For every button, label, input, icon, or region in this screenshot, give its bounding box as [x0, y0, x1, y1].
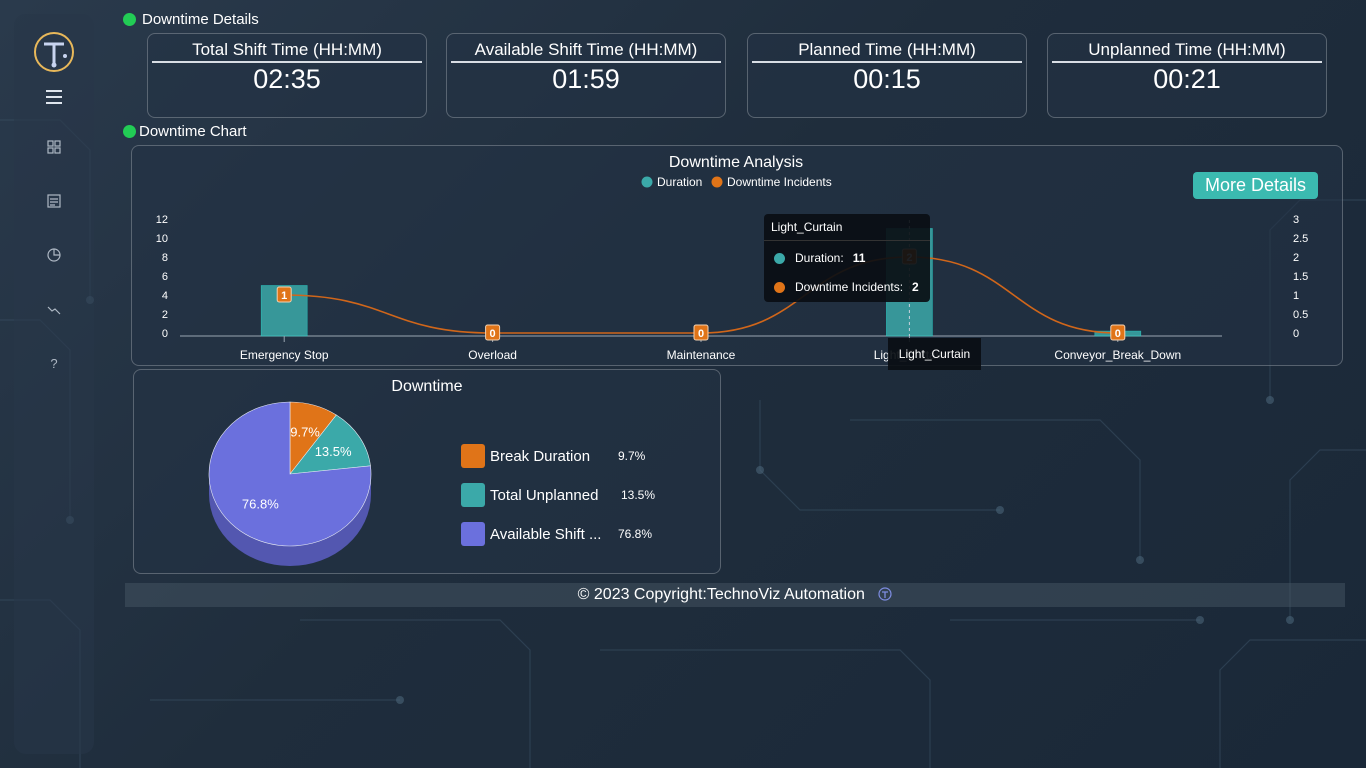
card-value: 01:59	[552, 64, 620, 94]
swatch-icon	[461, 522, 485, 546]
pie-slice[interactable]	[289, 414, 371, 475]
card-total-shift-time: Total Shift Time (HH:MM) 02:35	[147, 33, 427, 118]
dashboard-icon[interactable]	[44, 137, 64, 157]
incidents-line	[284, 256, 1118, 334]
card-unplanned-time: Unplanned Time (HH:MM) 00:21	[1047, 33, 1327, 118]
pie-chart-icon[interactable]	[44, 245, 64, 265]
status-dot-icon	[123, 125, 136, 138]
status-dot-icon	[123, 13, 136, 26]
legend-duration-icon	[641, 176, 653, 188]
duration-dot-icon	[774, 252, 785, 264]
incident-data-label: 0	[485, 324, 501, 341]
card-value: 02:35	[253, 64, 321, 94]
section-title-details: Downtime Details	[123, 11, 259, 28]
y-right-tick-label: 2	[1293, 252, 1299, 264]
swatch-icon	[461, 483, 485, 507]
x-tick-label: Overload	[468, 348, 517, 362]
y-left-tick-label: 6	[162, 271, 168, 283]
sidebar: ?	[14, 14, 94, 754]
y-right-tick-label: 2.5	[1293, 233, 1308, 245]
svg-text:0: 0	[1115, 328, 1121, 340]
pie-legend-total-unplanned[interactable]: Total Unplanned 13.5%	[461, 483, 655, 507]
pie-legend-available-shift[interactable]: Available Shift ... 76.8%	[461, 522, 652, 546]
y-left-tick-label: 0	[162, 328, 168, 340]
tooltip-row-duration: Duration: 11	[774, 251, 865, 265]
menu-icon[interactable]	[44, 87, 64, 107]
pie-slice[interactable]	[208, 401, 372, 547]
incidents-dot-icon	[774, 281, 785, 293]
chart-title: Downtime Analysis	[669, 154, 803, 171]
x-tick-label: Emergency Stop	[240, 348, 329, 362]
trend-icon[interactable]	[44, 300, 64, 320]
card-available-shift-time: Available Shift Time (HH:MM) 01:59	[446, 33, 726, 118]
y-left-tick-label: 8	[162, 252, 168, 264]
chart-legend[interactable]: Duration Downtime Incidents	[641, 175, 832, 189]
footer: © 2023 Copyright:TechnoViz Automation	[125, 583, 1345, 607]
y-right-tick-label: 0	[1293, 328, 1299, 340]
pie-data-label: 9.7%	[290, 424, 320, 439]
card-label: Unplanned Time (HH:MM)	[1052, 40, 1322, 63]
y-right-tick-label: 3	[1293, 214, 1299, 226]
y-left-tick-label: 12	[156, 214, 168, 226]
y-left-tick-label: 10	[156, 233, 168, 245]
help-icon[interactable]: ?	[50, 355, 58, 371]
technoviz-small-logo-icon	[878, 587, 892, 601]
incident-data-label: 0	[693, 324, 709, 341]
x-tick-label: Conveyor_Break_Down	[1054, 348, 1181, 362]
chart-tooltip: Light_Curtain Duration: 11 Downtime Inci…	[764, 214, 930, 302]
tooltip-title: Light_Curtain	[764, 214, 930, 241]
pie-depth	[209, 474, 371, 566]
more-details-button[interactable]: More Details	[1193, 172, 1318, 199]
svg-text:0: 0	[490, 328, 496, 340]
legend-incidents-label[interactable]: Downtime Incidents	[727, 175, 832, 189]
pie-legend-break-duration[interactable]: Break Duration 9.7%	[461, 444, 645, 468]
y-right-tick-label: 0.5	[1293, 309, 1308, 321]
incident-data-label: 1	[276, 286, 292, 303]
card-planned-time: Planned Time (HH:MM) 00:15	[747, 33, 1027, 118]
pie-data-label: 13.5%	[315, 444, 352, 459]
x-axis-tooltip: Light_Curtain	[888, 338, 981, 370]
incident-data-label: 0	[1110, 324, 1126, 341]
y-right-tick-label: 1.5	[1293, 271, 1308, 283]
legend-incidents-icon	[711, 176, 723, 188]
y-left-tick-label: 2	[162, 309, 168, 321]
card-value: 00:21	[1153, 64, 1221, 94]
legend-duration-label[interactable]: Duration	[657, 175, 702, 189]
report-icon[interactable]	[44, 191, 64, 211]
pie-title: Downtime	[391, 378, 462, 395]
swatch-icon	[461, 444, 485, 468]
technoviz-logo	[34, 32, 74, 72]
x-tick-label: Maintenance	[667, 348, 736, 362]
card-label: Planned Time (HH:MM)	[752, 40, 1022, 63]
tooltip-row-incidents: Downtime Incidents: 2	[774, 280, 919, 294]
card-value: 00:15	[853, 64, 921, 94]
card-label: Total Shift Time (HH:MM)	[152, 40, 422, 63]
svg-text:0: 0	[698, 328, 704, 340]
y-left-tick-label: 4	[162, 290, 168, 302]
svg-text:1: 1	[281, 290, 287, 302]
section-title-chart: Downtime Chart	[123, 123, 247, 140]
y-right-tick-label: 1	[1293, 290, 1299, 302]
card-label: Available Shift Time (HH:MM)	[451, 40, 721, 63]
pie-data-label: 76.8%	[242, 497, 279, 512]
